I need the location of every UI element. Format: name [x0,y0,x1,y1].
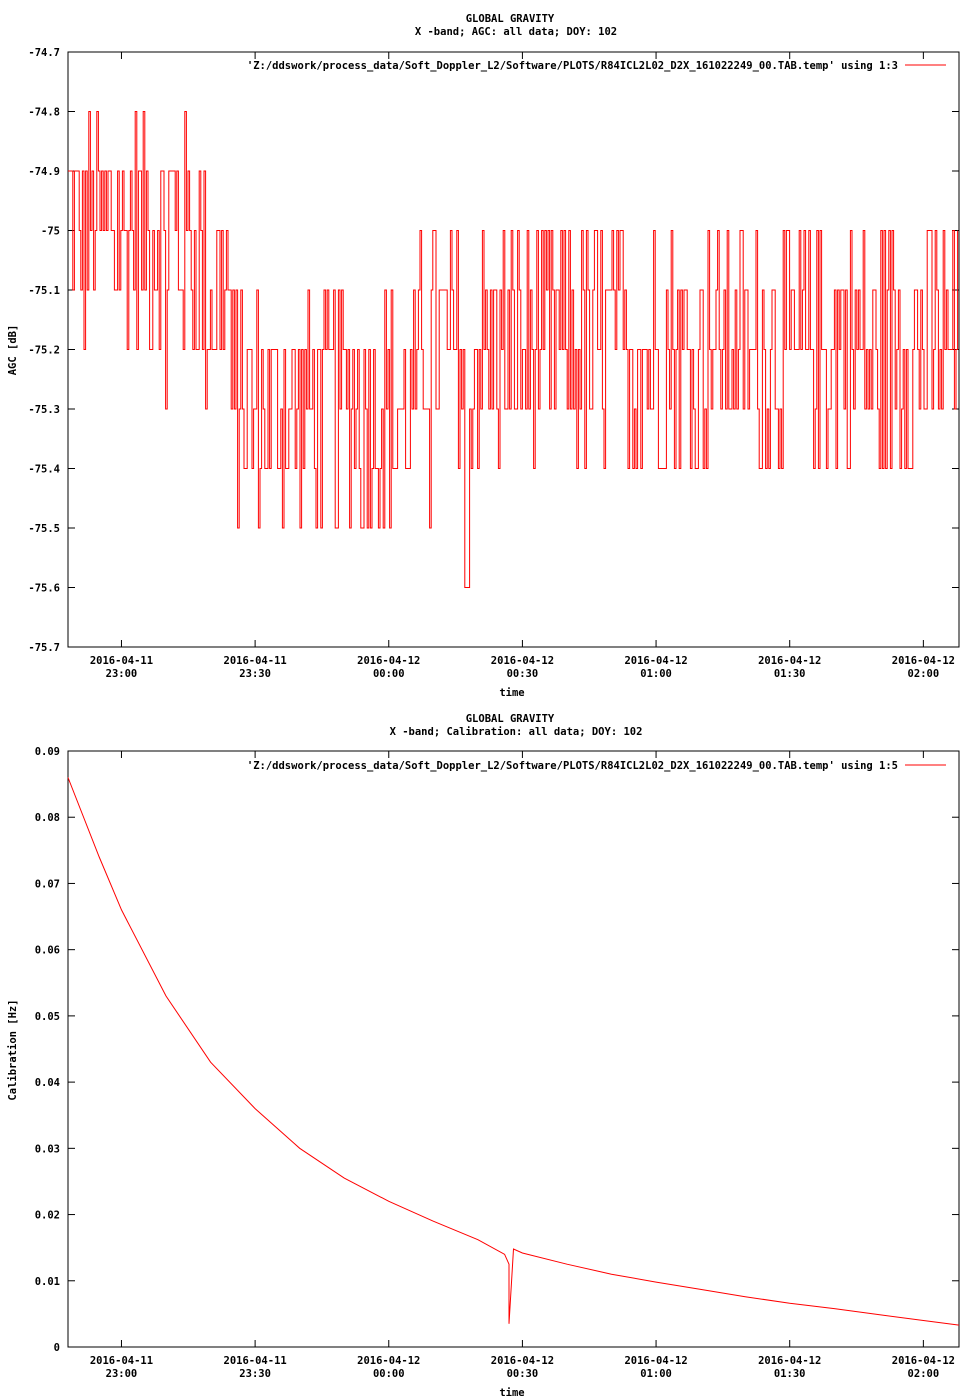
x-tick-date: 2016-04-12 [758,1355,821,1367]
x-tick-time: 23:00 [106,668,138,680]
x-tick-time: 23:30 [239,1368,271,1380]
calibration-chart: GLOBAL GRAVITY X -band; Calibration: all… [7,713,960,1399]
y-tick-label: 0.04 [35,1077,60,1089]
y-tick-label: 0.08 [35,812,60,824]
y-tick-label: 0.01 [35,1276,60,1288]
agc-chart: GLOBAL GRAVITY X -band; AGC: all data; D… [7,13,960,699]
x-axis-label: time [499,1387,524,1399]
x-tick-date: 2016-04-12 [892,1355,955,1367]
chart-subtitle: X -band; Calibration: all data; DOY: 102 [390,726,643,738]
x-tick-time: 00:30 [507,1368,539,1380]
y-tick-label: -75.7 [28,642,60,654]
legend-label: 'Z:/ddswork/process_data/Soft_Doppler_L2… [247,760,898,772]
y-tick-label: 0.05 [35,1011,60,1023]
x-tick-time: 01:30 [774,668,806,680]
x-tick-time: 00:30 [507,668,539,680]
y-tick-label: -74.7 [28,47,60,59]
series-layer [68,111,959,588]
y-tick-label: 0 [54,1342,60,1354]
y-tick-label: -75.2 [28,345,60,357]
y-tick-label: -75.1 [28,285,60,297]
chart-title: GLOBAL GRAVITY [466,13,555,25]
y-tick-label: 0.07 [35,878,60,890]
x-tick-date: 2016-04-12 [357,655,420,667]
chart-subtitle: X -band; AGC: all data; DOY: 102 [415,26,617,38]
y-tick-label: -75 [41,226,60,238]
x-tick-date: 2016-04-12 [491,655,554,667]
series-line [68,111,959,588]
y-axis-label: AGC [dB] [7,325,19,376]
legend: 'Z:/ddswork/process_data/Soft_Doppler_L2… [247,60,946,72]
x-tick-date: 2016-04-11 [224,655,287,667]
x-tick-time: 23:00 [106,1368,138,1380]
x-tick-date: 2016-04-11 [224,1355,287,1367]
y-tick-label: 0.06 [35,945,60,957]
y-axis: -74.7 -74.8 -74.9 -75 -75.1 -75.2 -75.3 -75.4 -7… [28,47,959,654]
x-tick-time: 00:00 [373,668,405,680]
y-tick-label: -75.3 [28,404,60,416]
y-axis: 0 0.01 0.02 0.03 0.04 0.05 0.06 0.07 0.08 0.09 [35,746,959,1354]
y-axis-label: Calibration [Hz] [7,999,19,1100]
y-tick-label: 0.09 [35,746,60,758]
y-tick-label: 0.03 [35,1143,60,1155]
y-tick-label: 0.02 [35,1210,60,1222]
legend: 'Z:/ddswork/process_data/Soft_Doppler_L2… [247,760,946,772]
y-tick-label: -74.9 [28,166,60,178]
x-tick-date: 2016-04-12 [892,655,955,667]
x-tick-time: 01:00 [640,668,672,680]
series-line [67,777,960,1326]
y-tick-label: -75.6 [28,583,60,595]
x-tick-time: 23:30 [239,668,271,680]
x-tick-date: 2016-04-12 [624,655,687,667]
y-tick-label: -75.5 [28,523,60,535]
x-tick-date: 2016-04-11 [90,655,153,667]
chart-title: GLOBAL GRAVITY [466,713,555,725]
x-tick-time: 01:30 [774,1368,806,1380]
legend-label: 'Z:/ddswork/process_data/Soft_Doppler_L2… [247,60,898,72]
x-tick-time: 01:00 [640,1368,672,1380]
x-tick-time: 02:00 [908,1368,940,1380]
x-axis-label: time [499,687,524,699]
x-tick-date: 2016-04-11 [90,1355,153,1367]
y-tick-label: -75.4 [28,464,60,476]
x-tick-time: 00:00 [373,1368,405,1380]
x-tick-date: 2016-04-12 [758,655,821,667]
x-tick-date: 2016-04-12 [624,1355,687,1367]
x-tick-time: 02:00 [908,668,940,680]
series-layer [67,777,960,1326]
x-axis: 2016-04-1123:002016-04-1123:302016-04-12… [90,751,955,1380]
x-tick-date: 2016-04-12 [357,1355,420,1367]
y-tick-label: -74.8 [28,107,60,119]
x-tick-date: 2016-04-12 [491,1355,554,1367]
plot-frame [67,750,960,1348]
x-axis: 2016-04-1123:002016-04-1123:302016-04-12… [90,52,955,680]
